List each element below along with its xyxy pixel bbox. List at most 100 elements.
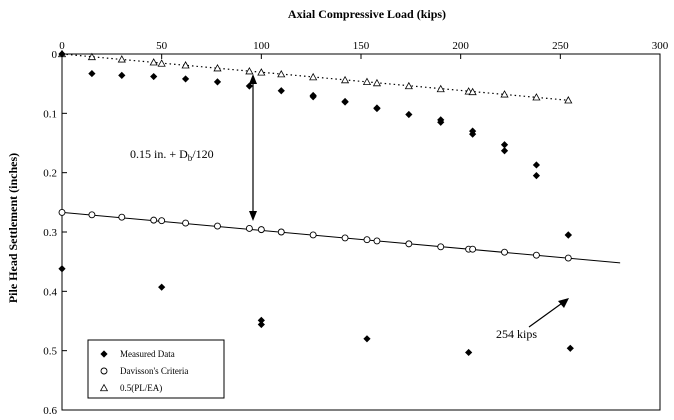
elastic-compression-point: [404, 81, 413, 90]
measured-data-point: [58, 50, 66, 58]
measured-data-point: [405, 110, 413, 119]
data-markers: [57, 49, 574, 357]
offset-label: 0.15 in. + Db/120: [130, 147, 214, 163]
x-tick-label: 100: [253, 40, 270, 52]
legend-box: [87, 339, 225, 399]
davisson-criteria-point: [182, 219, 190, 227]
davisson-criteria-point: [373, 237, 381, 245]
elastic-compression-point: [149, 58, 158, 66]
measured-data-point: [213, 78, 222, 86]
measured-data-point: [566, 344, 574, 352]
measured-data-point: [564, 231, 572, 239]
davisson-criteria-point: [341, 234, 349, 242]
x-tick-label: 300: [652, 40, 669, 52]
davisson-criteria-point: [469, 245, 477, 253]
measured-data-point: [88, 69, 96, 78]
legend-label: Measured Data: [120, 349, 175, 359]
measured-data-point: [245, 82, 253, 90]
davisson-criteria-point: [150, 216, 158, 224]
measured-data-point: [437, 116, 445, 124]
elastic-compression-point: [87, 52, 96, 61]
y-tick-label: 0.6: [43, 405, 57, 417]
elastic-compression-point: [309, 72, 318, 81]
davisson-criteria-point: [58, 208, 66, 216]
davisson-criteria-point: [88, 211, 96, 219]
failure-load-annotation: 254 kips: [496, 298, 569, 341]
offset-arrow-head-top: [249, 74, 257, 84]
davisson-criteria-point: [214, 222, 221, 230]
x-tick-label: 250: [552, 40, 569, 52]
measured-data-point: [257, 320, 265, 329]
measured-data-point: [532, 161, 541, 169]
x-tick-label: 200: [452, 40, 469, 52]
davisson-criteria-point: [532, 251, 540, 259]
legend-items: Measured Data Davisson's Criteria 0.5(PL/E…: [99, 349, 188, 393]
elastic-line: [61, 53, 569, 101]
failure-load-label: 254 kips: [496, 327, 537, 341]
davisson-criteria-point: [564, 254, 572, 262]
offset-arrow-head-bottom: [249, 211, 257, 221]
elastic-compression-point: [564, 96, 573, 104]
davisson-criteria-point: [118, 213, 126, 221]
measured-data-point: [465, 348, 473, 357]
elastic-compression-point: [500, 90, 509, 98]
legend-marker: [100, 350, 108, 358]
davisson-criteria-point: [501, 248, 508, 256]
measured-data-point: [257, 316, 265, 325]
measured-data-point: [58, 265, 66, 273]
elastic-compression-point: [362, 77, 372, 86]
x-tick-label: 0: [59, 40, 65, 52]
davisson-criteria-point: [158, 217, 166, 225]
davisson-criteria-point: [277, 228, 285, 236]
measured-data-point: [341, 97, 349, 106]
y-tick-label: 0.3: [43, 227, 57, 239]
davisson-criteria-point: [245, 224, 253, 232]
elastic-compression-point: [277, 69, 286, 78]
failure-arrow-line: [528, 300, 566, 328]
elastic-compression-point: [257, 68, 266, 76]
offset-annotation: 0.15 in. + Db/120: [130, 74, 257, 221]
elastic-compression-point: [436, 84, 445, 93]
measured-data-point: [500, 147, 509, 155]
y-tick-label: 0: [52, 49, 58, 61]
davisson-criteria-point: [363, 236, 371, 244]
failure-arrow-head: [558, 298, 569, 308]
davisson-criteria-point: [437, 243, 445, 251]
measured-data-point: [373, 104, 381, 113]
legend-marker: [100, 367, 108, 375]
elastic-compression-point: [340, 75, 350, 84]
x-axis-title: Axial Compressive Load (kips): [288, 7, 446, 21]
legend: Measured Data Davisson's Criteria 0.5(PL/E…: [87, 339, 225, 399]
elastic-compression-point: [157, 59, 166, 67]
measured-data-point: [118, 71, 126, 79]
legend-label: Davisson's Criteria: [120, 366, 188, 376]
measured-data-point: [277, 87, 285, 95]
davisson-criteria-point: [405, 240, 413, 248]
elastic-compression-point: [181, 61, 190, 69]
x-tick-label: 50: [156, 40, 168, 52]
measured-data-point: [500, 141, 509, 149]
davisson-criteria-point: [257, 226, 265, 234]
y-tick-label: 0.5: [43, 346, 57, 358]
elastic-compression-point: [245, 66, 254, 75]
measured-data-point: [363, 335, 371, 343]
davisson-criteria-point: [309, 231, 317, 239]
elastic-compression-point: [117, 55, 126, 63]
y-tick-label: 0.4: [43, 286, 57, 298]
measured-data-point: [309, 91, 317, 100]
elastic-compression-point: [213, 64, 222, 72]
measured-data-point: [150, 72, 158, 81]
measured-data-point: [158, 283, 166, 291]
y-axis-title: Pile Head Settlement (inches): [6, 153, 20, 303]
y-tick-label: 0.1: [43, 108, 57, 120]
legend-marker: [99, 383, 109, 392]
x-tick-label: 150: [353, 40, 370, 52]
elastic-compression-point: [532, 93, 541, 101]
measured-data-point: [181, 75, 190, 83]
elastic-compression-point: [372, 78, 382, 87]
measured-data-point: [532, 172, 541, 180]
legend-label: 0.5(PL/EA): [120, 383, 162, 393]
y-tick-label: 0.2: [43, 168, 57, 180]
